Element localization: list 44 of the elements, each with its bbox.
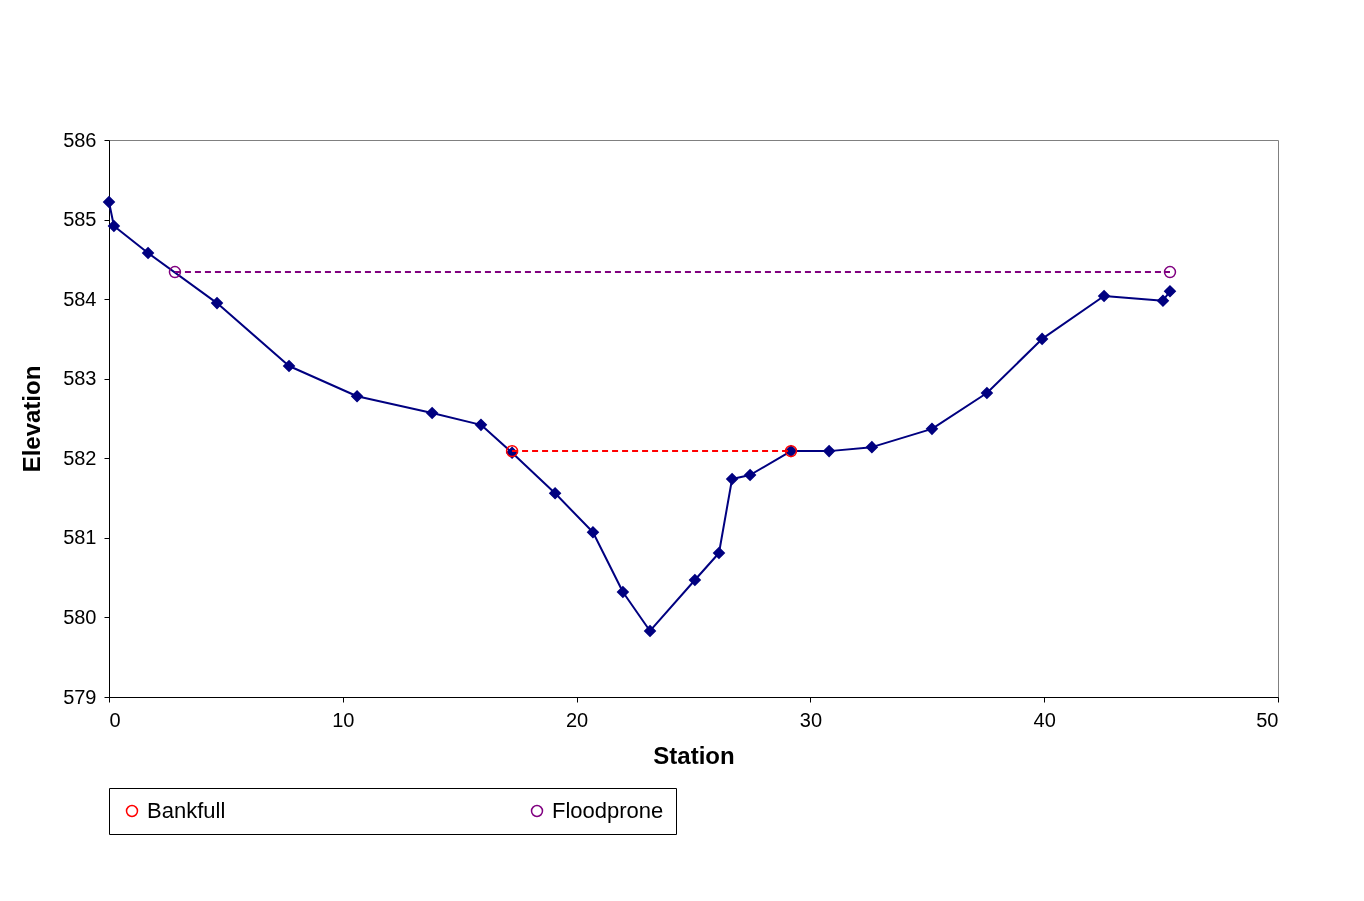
x-tick-label: 30 [799, 708, 823, 731]
point [865, 441, 878, 454]
y-axis-title: Elevation [18, 365, 46, 473]
point [1156, 294, 1169, 307]
legend-label: Bankfull [147, 798, 226, 823]
point [1098, 289, 1111, 302]
point [474, 418, 487, 431]
point [142, 247, 155, 259]
x-tick-label: 50 [1256, 708, 1279, 731]
y-tick-label: 585 [63, 208, 97, 231]
y-tick-label: 586 [63, 128, 97, 151]
point [644, 624, 657, 637]
point [168, 265, 182, 279]
point [586, 526, 599, 539]
point [616, 585, 629, 598]
y-tick-label: 582 [63, 446, 97, 469]
point [351, 390, 364, 403]
y-tick-label: 583 [63, 367, 97, 390]
y-tick-label: 581 [63, 526, 97, 549]
point [549, 487, 562, 500]
point [1036, 332, 1049, 345]
point [726, 472, 739, 485]
point [688, 574, 701, 587]
point [283, 359, 296, 372]
point [1163, 265, 1177, 279]
x-tick-label: 20 [565, 708, 589, 731]
x-tick-label: 0 [109, 708, 121, 731]
point [211, 297, 224, 310]
y-tick-label: 580 [63, 605, 97, 628]
point [823, 445, 836, 458]
point [712, 546, 725, 559]
point [980, 387, 993, 400]
x-tick-label: 40 [1033, 708, 1056, 731]
legend-label: Floodprone [552, 798, 664, 823]
point [744, 469, 757, 481]
x-axis-title: Station [653, 741, 735, 769]
y-tick-label: 584 [63, 287, 97, 310]
y-tick-label: 579 [63, 685, 97, 708]
point [426, 406, 439, 419]
point [107, 219, 120, 232]
point [1163, 285, 1176, 298]
x-tick-label: 10 [332, 708, 355, 731]
point [103, 196, 115, 209]
point [925, 422, 938, 435]
